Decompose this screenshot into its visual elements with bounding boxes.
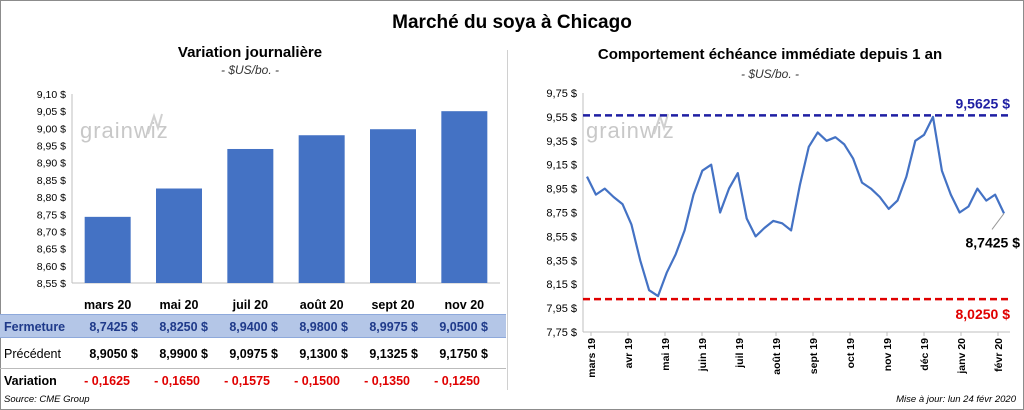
left-chart-unit: - $US/bo. - bbox=[220, 63, 280, 77]
previous-value: 8,9900 $ bbox=[159, 347, 208, 361]
variation-value: - 0,1575 bbox=[224, 374, 270, 388]
table-row-close: Fermeture 8,7425 $ 8,8250 $ 8,9400 $ 8,9… bbox=[0, 314, 506, 338]
left-chart-title: Variation journalière bbox=[177, 44, 323, 61]
y-tick-label: 8,80 $ bbox=[37, 192, 66, 204]
y-tick-label: 8,85 $ bbox=[37, 175, 66, 187]
min-label: 8,0250 $ bbox=[956, 306, 1011, 322]
variation-value: - 0,1500 bbox=[294, 374, 340, 388]
x-tick-label: déc 19 bbox=[919, 338, 931, 371]
bar bbox=[370, 129, 416, 283]
x-tick-label: juin 19 bbox=[697, 338, 709, 372]
last-value-leader bbox=[991, 213, 1005, 230]
variation-value: - 0,1650 bbox=[154, 374, 200, 388]
close-value: 8,8250 $ bbox=[159, 320, 208, 334]
x-tick-label: oct 19 bbox=[845, 338, 857, 369]
max-label: 9,5625 $ bbox=[956, 95, 1011, 111]
variation-value: - 0,1625 bbox=[84, 374, 130, 388]
y-tick-label: 8,75 $ bbox=[546, 208, 577, 220]
variation-value: - 0,1250 bbox=[434, 374, 480, 388]
y-tick-label: 8,55 $ bbox=[37, 278, 66, 290]
y-tick-label: 9,15 $ bbox=[546, 160, 577, 172]
previous-value: 8,9050 $ bbox=[89, 347, 138, 361]
close-label: Fermeture bbox=[4, 320, 66, 334]
watermark-logo: grainwiz bbox=[80, 118, 169, 143]
previous-label: Précédent bbox=[4, 347, 61, 361]
watermark-mark bbox=[147, 112, 163, 135]
x-tick-label: nov 20 bbox=[445, 298, 485, 312]
x-tick-label: juil 19 bbox=[734, 338, 746, 369]
right-chart-title: Comportement échéance immédiate depuis 1… bbox=[597, 46, 943, 63]
y-tick-label: 8,90 $ bbox=[37, 158, 66, 170]
bar bbox=[156, 188, 202, 283]
x-tick-label: mars 19 bbox=[586, 338, 598, 378]
table-row-variation: Variation - 0,1625 - 0,1650 - 0,1575 - 0… bbox=[0, 368, 506, 393]
y-tick-label: 7,95 $ bbox=[546, 303, 577, 315]
close-value: 9,0500 $ bbox=[439, 320, 488, 334]
y-tick-label: 9,00 $ bbox=[37, 123, 66, 135]
y-tick-label: 8,15 $ bbox=[546, 279, 577, 291]
update-note: Mise à jour: lun 24 févr 2020 bbox=[896, 394, 1016, 405]
price-series-line bbox=[586, 115, 1005, 298]
bar bbox=[84, 216, 131, 283]
y-tick-label: 7,75 $ bbox=[546, 327, 577, 339]
y-tick-label: 9,55 $ bbox=[546, 112, 577, 124]
x-tick-label: sept 20 bbox=[371, 298, 414, 312]
previous-value: 9,1750 $ bbox=[439, 347, 488, 361]
table-row-previous: Précédent 8,9050 $ 8,9900 $ 9,0975 $ 9,1… bbox=[0, 342, 506, 366]
y-tick-label: 8,65 $ bbox=[37, 244, 66, 256]
x-tick-label: janv 20 bbox=[956, 338, 968, 375]
bar bbox=[227, 148, 274, 283]
bar bbox=[298, 135, 345, 283]
variation-label: Variation bbox=[4, 374, 57, 388]
main-title: Marché du soya à Chicago bbox=[392, 12, 632, 33]
x-tick-label: avr 19 bbox=[623, 338, 635, 369]
watermark-logo: grainwiz bbox=[586, 118, 675, 143]
last-value-label: 8,7425 $ bbox=[966, 234, 1021, 250]
x-tick-label: mai 19 bbox=[660, 338, 672, 371]
y-tick-label: 8,95 $ bbox=[546, 184, 577, 196]
y-tick-label: 9,75 $ bbox=[546, 88, 577, 100]
close-value: 8,9975 $ bbox=[369, 320, 418, 334]
y-tick-label: 8,75 $ bbox=[37, 209, 66, 221]
y-tick-label: 8,95 $ bbox=[37, 141, 66, 153]
y-tick-label: 8,60 $ bbox=[37, 261, 66, 273]
previous-value: 9,1300 $ bbox=[299, 347, 348, 361]
x-tick-label: août 19 bbox=[771, 338, 783, 375]
y-tick-label: 9,10 $ bbox=[37, 89, 66, 101]
x-tick-label: sept 19 bbox=[808, 338, 820, 374]
source-note: Source: CME Group bbox=[4, 394, 90, 405]
close-value: 8,7425 $ bbox=[89, 320, 138, 334]
variation-value: - 0,1350 bbox=[364, 374, 410, 388]
x-tick-label: févr 20 bbox=[993, 338, 1005, 372]
y-tick-label: 8,55 $ bbox=[546, 231, 577, 243]
previous-value: 9,1325 $ bbox=[369, 347, 418, 361]
line-chart: 7,75 $ 7,95 $ 8,15 $ 8,35 $ 8,55 $ 8,75 $ 8,95… bbox=[546, 88, 1021, 378]
panel-divider bbox=[507, 50, 508, 390]
right-chart-unit: - $US/bo. - bbox=[740, 67, 800, 81]
bar bbox=[441, 111, 488, 283]
bar-chart: 8,55 $ 8,60 $ 8,65 $ 8,70 $ 8,75 $ 8,80 $ 8,85… bbox=[37, 89, 500, 312]
y-tick-label: 9,05 $ bbox=[37, 106, 66, 118]
watermark-mark bbox=[653, 112, 669, 135]
x-tick-label: nov 19 bbox=[882, 338, 894, 371]
previous-value: 9,0975 $ bbox=[229, 347, 278, 361]
x-tick-label: juil 20 bbox=[232, 298, 268, 312]
close-value: 8,9800 $ bbox=[299, 320, 348, 334]
y-tick-label: 8,35 $ bbox=[546, 255, 577, 267]
x-tick-label: mars 20 bbox=[84, 298, 131, 312]
close-value: 8,9400 $ bbox=[229, 320, 278, 334]
x-tick-label: août 20 bbox=[300, 298, 344, 312]
y-tick-label: 8,70 $ bbox=[37, 226, 66, 238]
x-tick-label: mai 20 bbox=[160, 298, 199, 312]
y-tick-label: 9,35 $ bbox=[546, 136, 577, 148]
